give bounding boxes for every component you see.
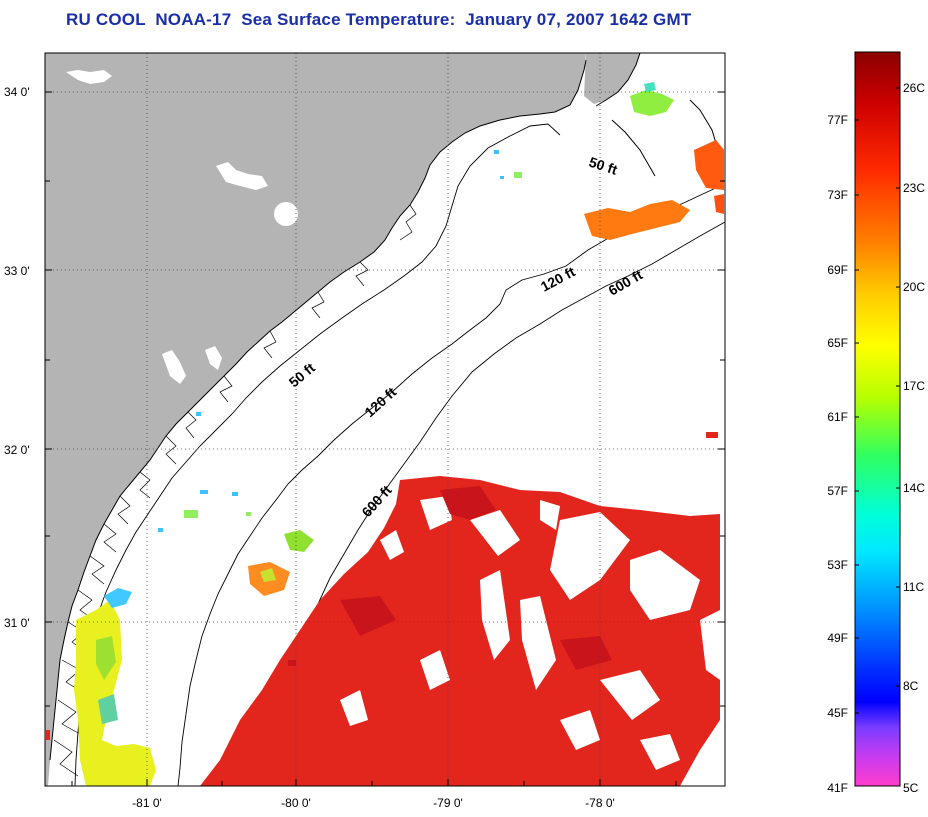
- lon-label-78: -78 0': [585, 796, 615, 810]
- coastline: [49, 59, 587, 761]
- lat-label-31: 31 0': [4, 616, 30, 630]
- lon-label-80: -80 0': [281, 796, 311, 810]
- lat-ticks: [45, 91, 725, 707]
- cbar-label-49F: 49F: [827, 631, 848, 645]
- colorbar-ticks-right: [896, 87, 900, 687]
- inland-lakes: [66, 70, 298, 384]
- sst-patches: [46, 82, 724, 786]
- cbar-label-14C: 14C: [903, 481, 925, 495]
- lon-label-79: -79 0': [433, 796, 463, 810]
- cbar-label-23C: 23C: [903, 181, 925, 195]
- map-frame: [44, 52, 726, 787]
- cbar-label-69F: 69F: [827, 263, 848, 277]
- map-title: RU COOL NOAA-17 Sea Surface Temperature:…: [66, 10, 692, 29]
- marsh-detail: [53, 204, 417, 777]
- cbar-label-57F: 57F: [827, 484, 848, 498]
- coastline-north: [595, 53, 656, 177]
- cbar-label-65F: 65F: [827, 336, 848, 350]
- land-mass-north: [584, 53, 640, 104]
- land-mass: [45, 53, 586, 786]
- colorbar: [854, 51, 901, 787]
- lon-ticks: [71, 779, 677, 786]
- colorbar-ticks-left: [855, 119, 859, 714]
- cbar-label-11C: 11C: [903, 580, 924, 594]
- cbar-label-61F: 61F: [827, 410, 848, 424]
- cbar-label-26C: 26C: [903, 81, 925, 95]
- lat-label-33: 33 0': [4, 264, 30, 278]
- cbar-label-20C: 20C: [903, 280, 925, 294]
- cbar-label-5C: 5C: [903, 781, 919, 795]
- cbar-label-73F: 73F: [827, 188, 848, 202]
- cool-patch-north: [630, 90, 674, 116]
- cbar-label-41F: 41F: [827, 781, 848, 795]
- contour-120ft: [177, 185, 721, 786]
- cbar-label-77F: 77F: [827, 113, 848, 127]
- lon-label-81: -81 0': [132, 796, 162, 810]
- lat-label-32: 32 0': [4, 443, 30, 457]
- coastal-cool-patch: [74, 600, 156, 786]
- orange-patch-north: [584, 200, 690, 240]
- cbar-label-17C: 17C: [903, 379, 925, 393]
- map-panel: 50 ft 120 ft 600 ft 50 ft 120 ft 600 ft: [45, 53, 725, 786]
- lat-label-34: 34 0': [4, 85, 30, 99]
- grid-lines: [45, 53, 725, 786]
- cbar-label-8C: 8C: [903, 679, 919, 693]
- cbar-label-53F: 53F: [827, 558, 848, 572]
- cbar-label-45F: 45F: [827, 706, 848, 720]
